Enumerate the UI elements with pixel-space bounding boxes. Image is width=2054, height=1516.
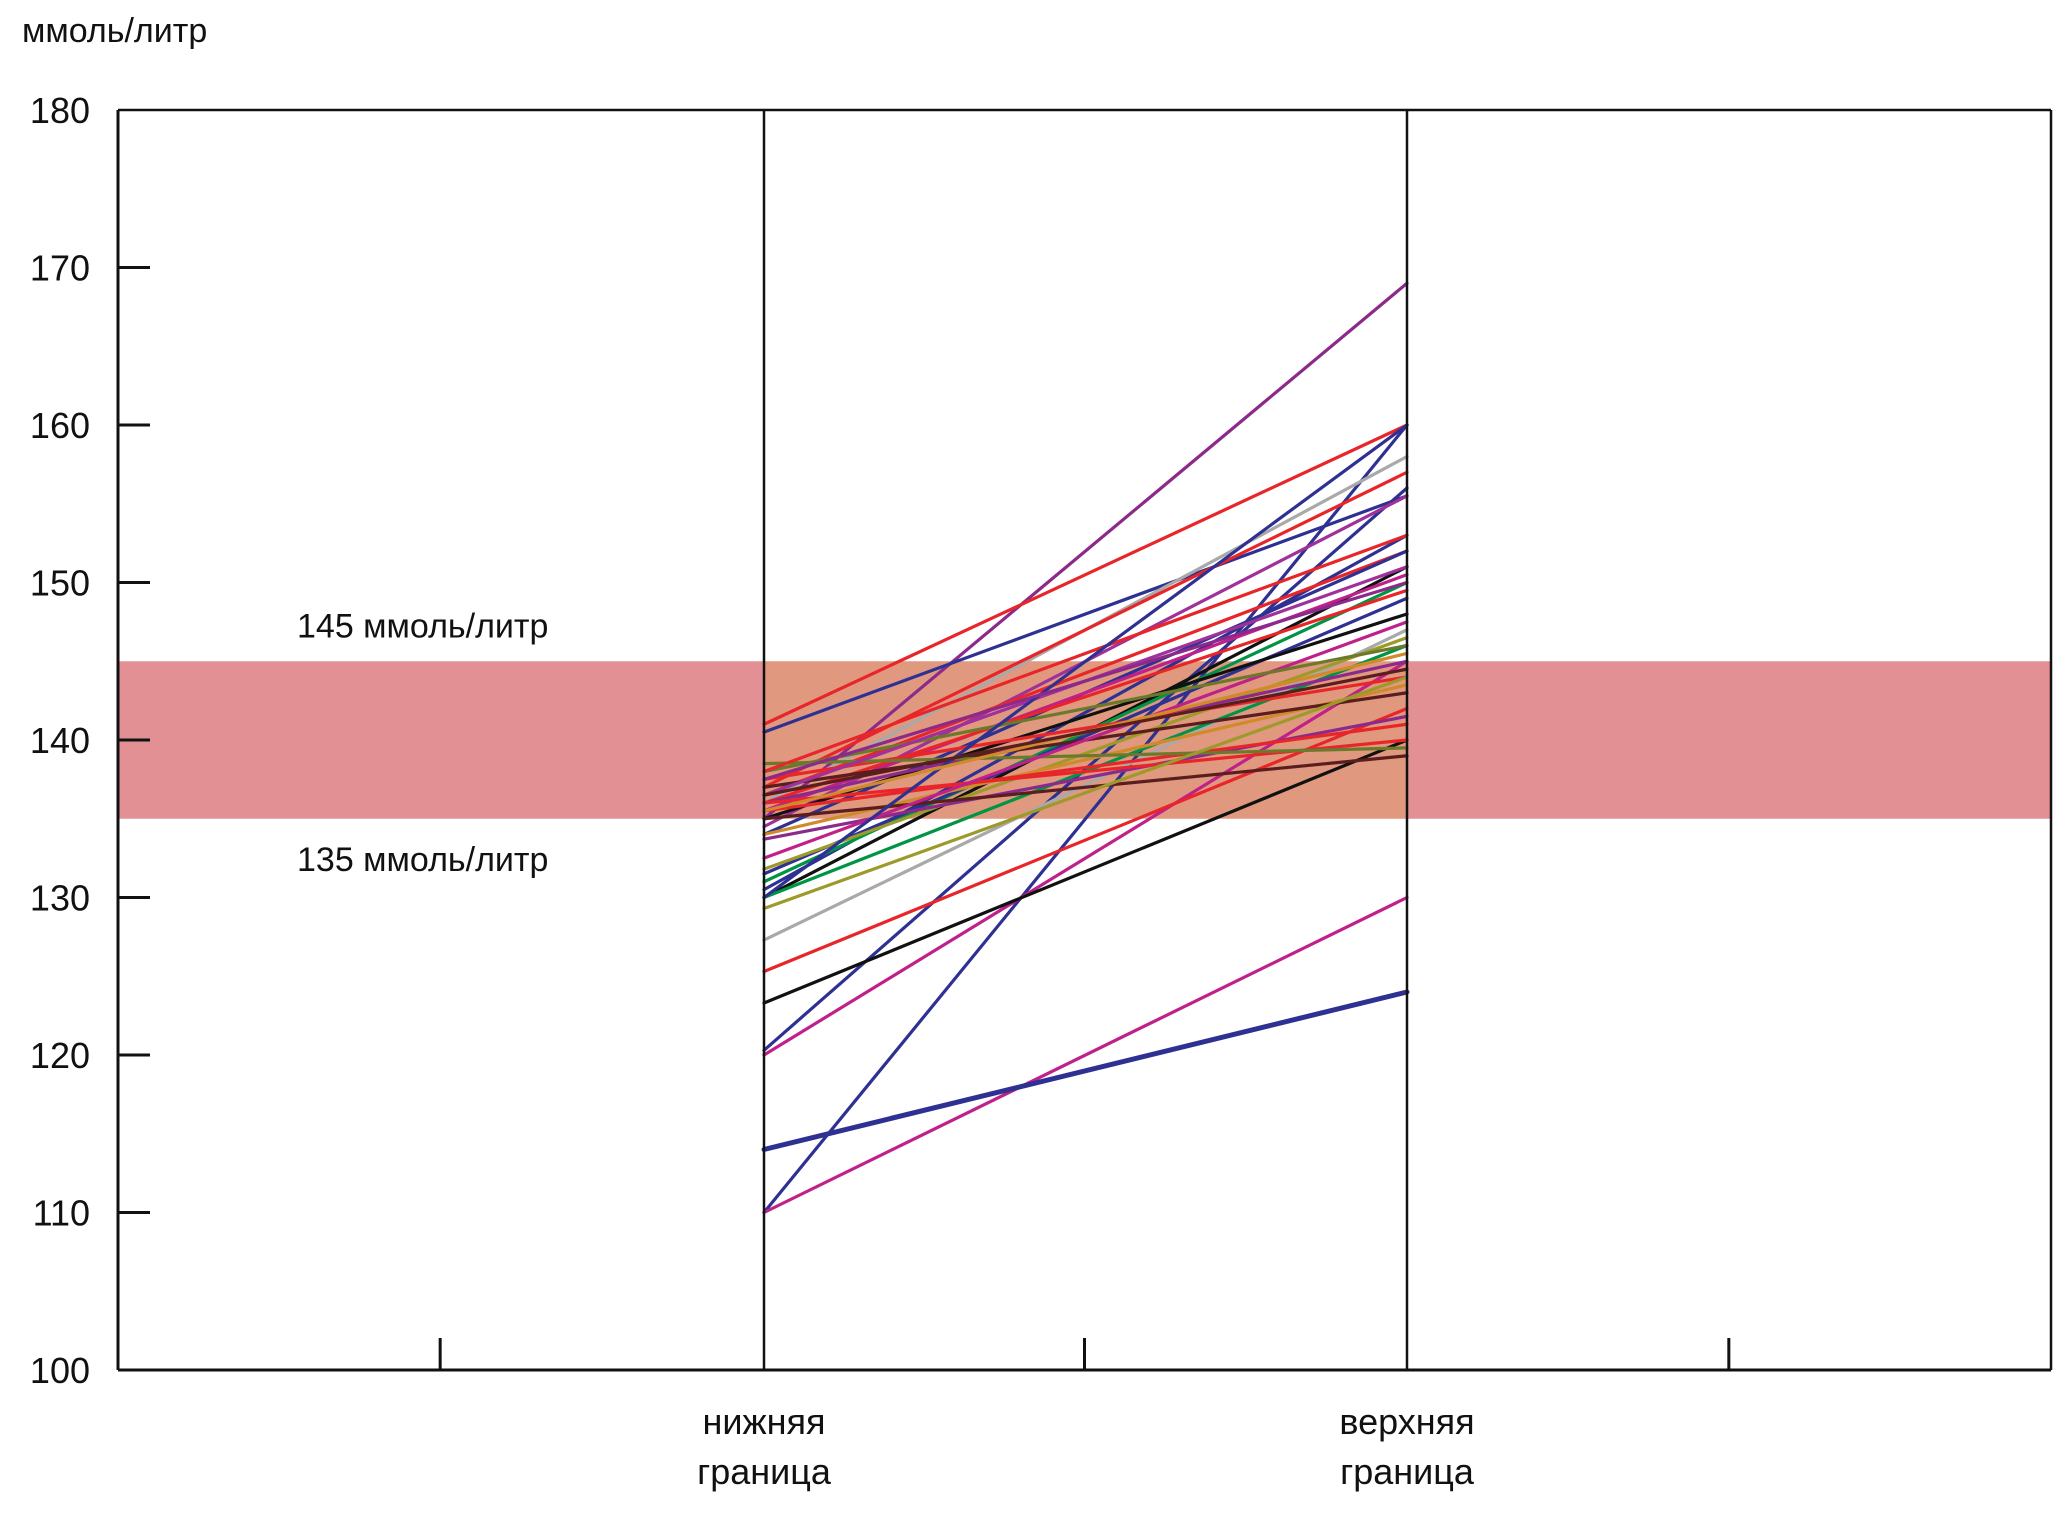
series-line — [762, 470, 1409, 789]
series-line — [762, 423, 1409, 726]
y-tick-label: 180 — [30, 90, 90, 131]
y-tick-label: 160 — [30, 405, 90, 446]
category-label-upper-line2: граница — [1340, 1451, 1475, 1492]
series-line — [762, 746, 1409, 766]
series-line — [762, 281, 1409, 821]
series-line — [762, 675, 1409, 911]
series-line — [762, 643, 1409, 774]
series-line — [762, 494, 1409, 734]
category-label-upper-line1: верхняя — [1339, 1401, 1474, 1442]
y-tick-label: 130 — [30, 878, 90, 919]
series-line — [762, 636, 1409, 871]
series-line — [762, 549, 1409, 797]
series-line — [761, 989, 1410, 1152]
series-line — [762, 722, 1409, 813]
series-line — [762, 667, 1409, 797]
series-line — [762, 706, 1409, 974]
y-tick-label: 140 — [30, 720, 90, 761]
x-ticks — [438, 1338, 1731, 1370]
y-axis-unit-label: ммоль/литр — [22, 12, 207, 50]
y-tick-label: 170 — [30, 248, 90, 289]
series-line — [762, 588, 1409, 805]
series-line — [762, 659, 1409, 1057]
series-line — [762, 738, 1409, 1005]
series-line — [762, 754, 1409, 821]
y-tick-label: 150 — [30, 563, 90, 604]
y-tick-label: 110 — [33, 1193, 90, 1234]
band-high-label: 145 ммоль/литр — [297, 607, 548, 645]
series-line — [762, 580, 1409, 781]
series-line — [762, 533, 1409, 774]
band-low-label: 135 ммоль/литр — [297, 841, 548, 879]
series-lines — [761, 281, 1410, 1215]
series-line — [762, 895, 1409, 1215]
series-line — [762, 423, 1409, 900]
y-ticks: 100 110 120 130 140 150 160 170 180 — [30, 90, 150, 1391]
y-tick-label: 100 — [30, 1350, 90, 1391]
category-label-lower-line2: граница — [697, 1451, 832, 1492]
y-tick-label: 120 — [30, 1035, 90, 1076]
series-line — [762, 423, 1409, 1215]
category-label-lower-line1: нижняя — [703, 1401, 826, 1442]
reference-band-right — [1407, 661, 2051, 819]
reference-band-left — [118, 661, 764, 819]
series-line — [762, 596, 1409, 876]
series-line — [762, 628, 1409, 942]
